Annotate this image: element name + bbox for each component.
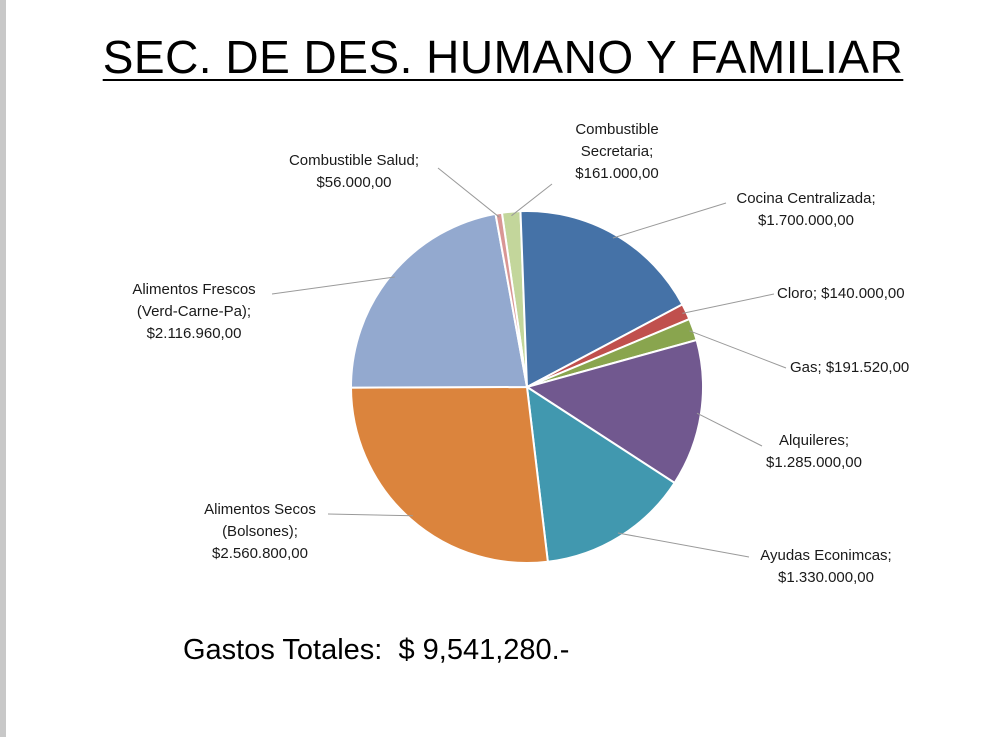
leader-line-gas	[689, 330, 787, 369]
leader-line-combustible-salud	[437, 167, 500, 218]
pie-slice-alquileres	[524, 338, 704, 485]
slice-label-alimentos-frescos-verd-carne-pa: Alimentos Frescos (Verd-Carne-Pa); $2.116.…	[132, 281, 255, 342]
slice-label-line: $1.285.000,00	[766, 454, 862, 471]
slice-label-cocina-centralizada: Cocina Centralizada; $1.700.000,00	[736, 190, 875, 229]
leader-line-ayudas-econimcas	[617, 532, 750, 558]
leader-line-alquileres	[696, 412, 763, 447]
pie-slice-cocina-centralizada	[519, 210, 684, 389]
slice-label-line: (Verd-Carne-Pa);	[137, 303, 251, 320]
slice-label-line: Combustible	[575, 121, 658, 138]
pie-labels: Combustible Secretaria; $161.000,00 Cocina …	[132, 121, 909, 586]
leader-line-alimentos-frescos-verd-carne-pa	[271, 276, 395, 295]
slice-label-line: Combustible Salud;	[289, 152, 419, 169]
slice-label-line: Alimentos Frescos	[132, 281, 255, 298]
total-value: $ 9,541,280.-	[398, 634, 570, 666]
total-label: Gastos Totales:	[183, 634, 383, 666]
slice-label-line: $1.330.000,00	[778, 569, 874, 586]
pie-slice-ayudas-econimcas	[525, 384, 676, 563]
slice-label-line: $1.700.000,00	[758, 212, 854, 229]
slice-label-combustible-secretaria: Combustible Secretaria; $161.000,00	[575, 121, 658, 182]
slice-label-line: $2.560.800,00	[212, 545, 308, 562]
leader-line-alimentos-secos-bolsones	[327, 513, 414, 517]
slice-label-line: Alquileres;	[779, 432, 849, 449]
slice-label-line: Gas; $191.520,00	[790, 359, 909, 376]
slice-label-cloro: Cloro; $140.000,00	[777, 285, 905, 302]
pie-slice-alimentos-secos-bolsones	[349, 385, 549, 564]
slice-label-gas: Gas; $191.520,00	[790, 359, 909, 376]
slide-title-text: SEC. DE DES. HUMANO Y FAMILIAR	[102, 31, 904, 83]
slice-label-combustible-salud: Combustible Salud; $56.000,00	[289, 152, 419, 191]
total-expenses: Gastos Totales: $ 9,541,280.-	[183, 634, 569, 667]
pie-slices	[349, 210, 704, 564]
leader-lines	[271, 167, 787, 558]
slice-label-line: Cocina Centralizada;	[736, 190, 875, 207]
slide-title: SEC. DE DES. HUMANO Y FAMILIAR	[6, 30, 1000, 84]
slice-label-line: Ayudas Econimcas;	[760, 547, 891, 564]
slice-label-line: (Bolsones);	[222, 523, 298, 540]
slice-label-line: Secretaria;	[581, 143, 654, 160]
slice-label-line: Alimentos Secos	[204, 501, 316, 518]
slice-label-line: $161.000,00	[575, 165, 658, 182]
slice-label-ayudas-econimcas: Ayudas Econimcas; $1.330.000,00	[760, 547, 891, 586]
leader-line-cloro	[682, 293, 775, 314]
leader-line-cocina-centralizada	[612, 202, 727, 239]
slice-label-alimentos-secos-bolsones: Alimentos Secos (Bolsones); $2.560.800,00	[204, 501, 316, 562]
slice-label-line: $56.000,00	[316, 174, 391, 191]
pie-slice-alimentos-frescos-verd-carne-pa	[349, 212, 529, 389]
window-edge	[0, 0, 6, 737]
slice-label-alquileres: Alquileres; $1.285.000,00	[766, 432, 862, 471]
slice-label-line: Cloro; $140.000,00	[777, 285, 905, 302]
slice-label-line: $2.116.960,00	[147, 325, 242, 342]
leader-line-combustible-secretaria	[511, 183, 553, 217]
